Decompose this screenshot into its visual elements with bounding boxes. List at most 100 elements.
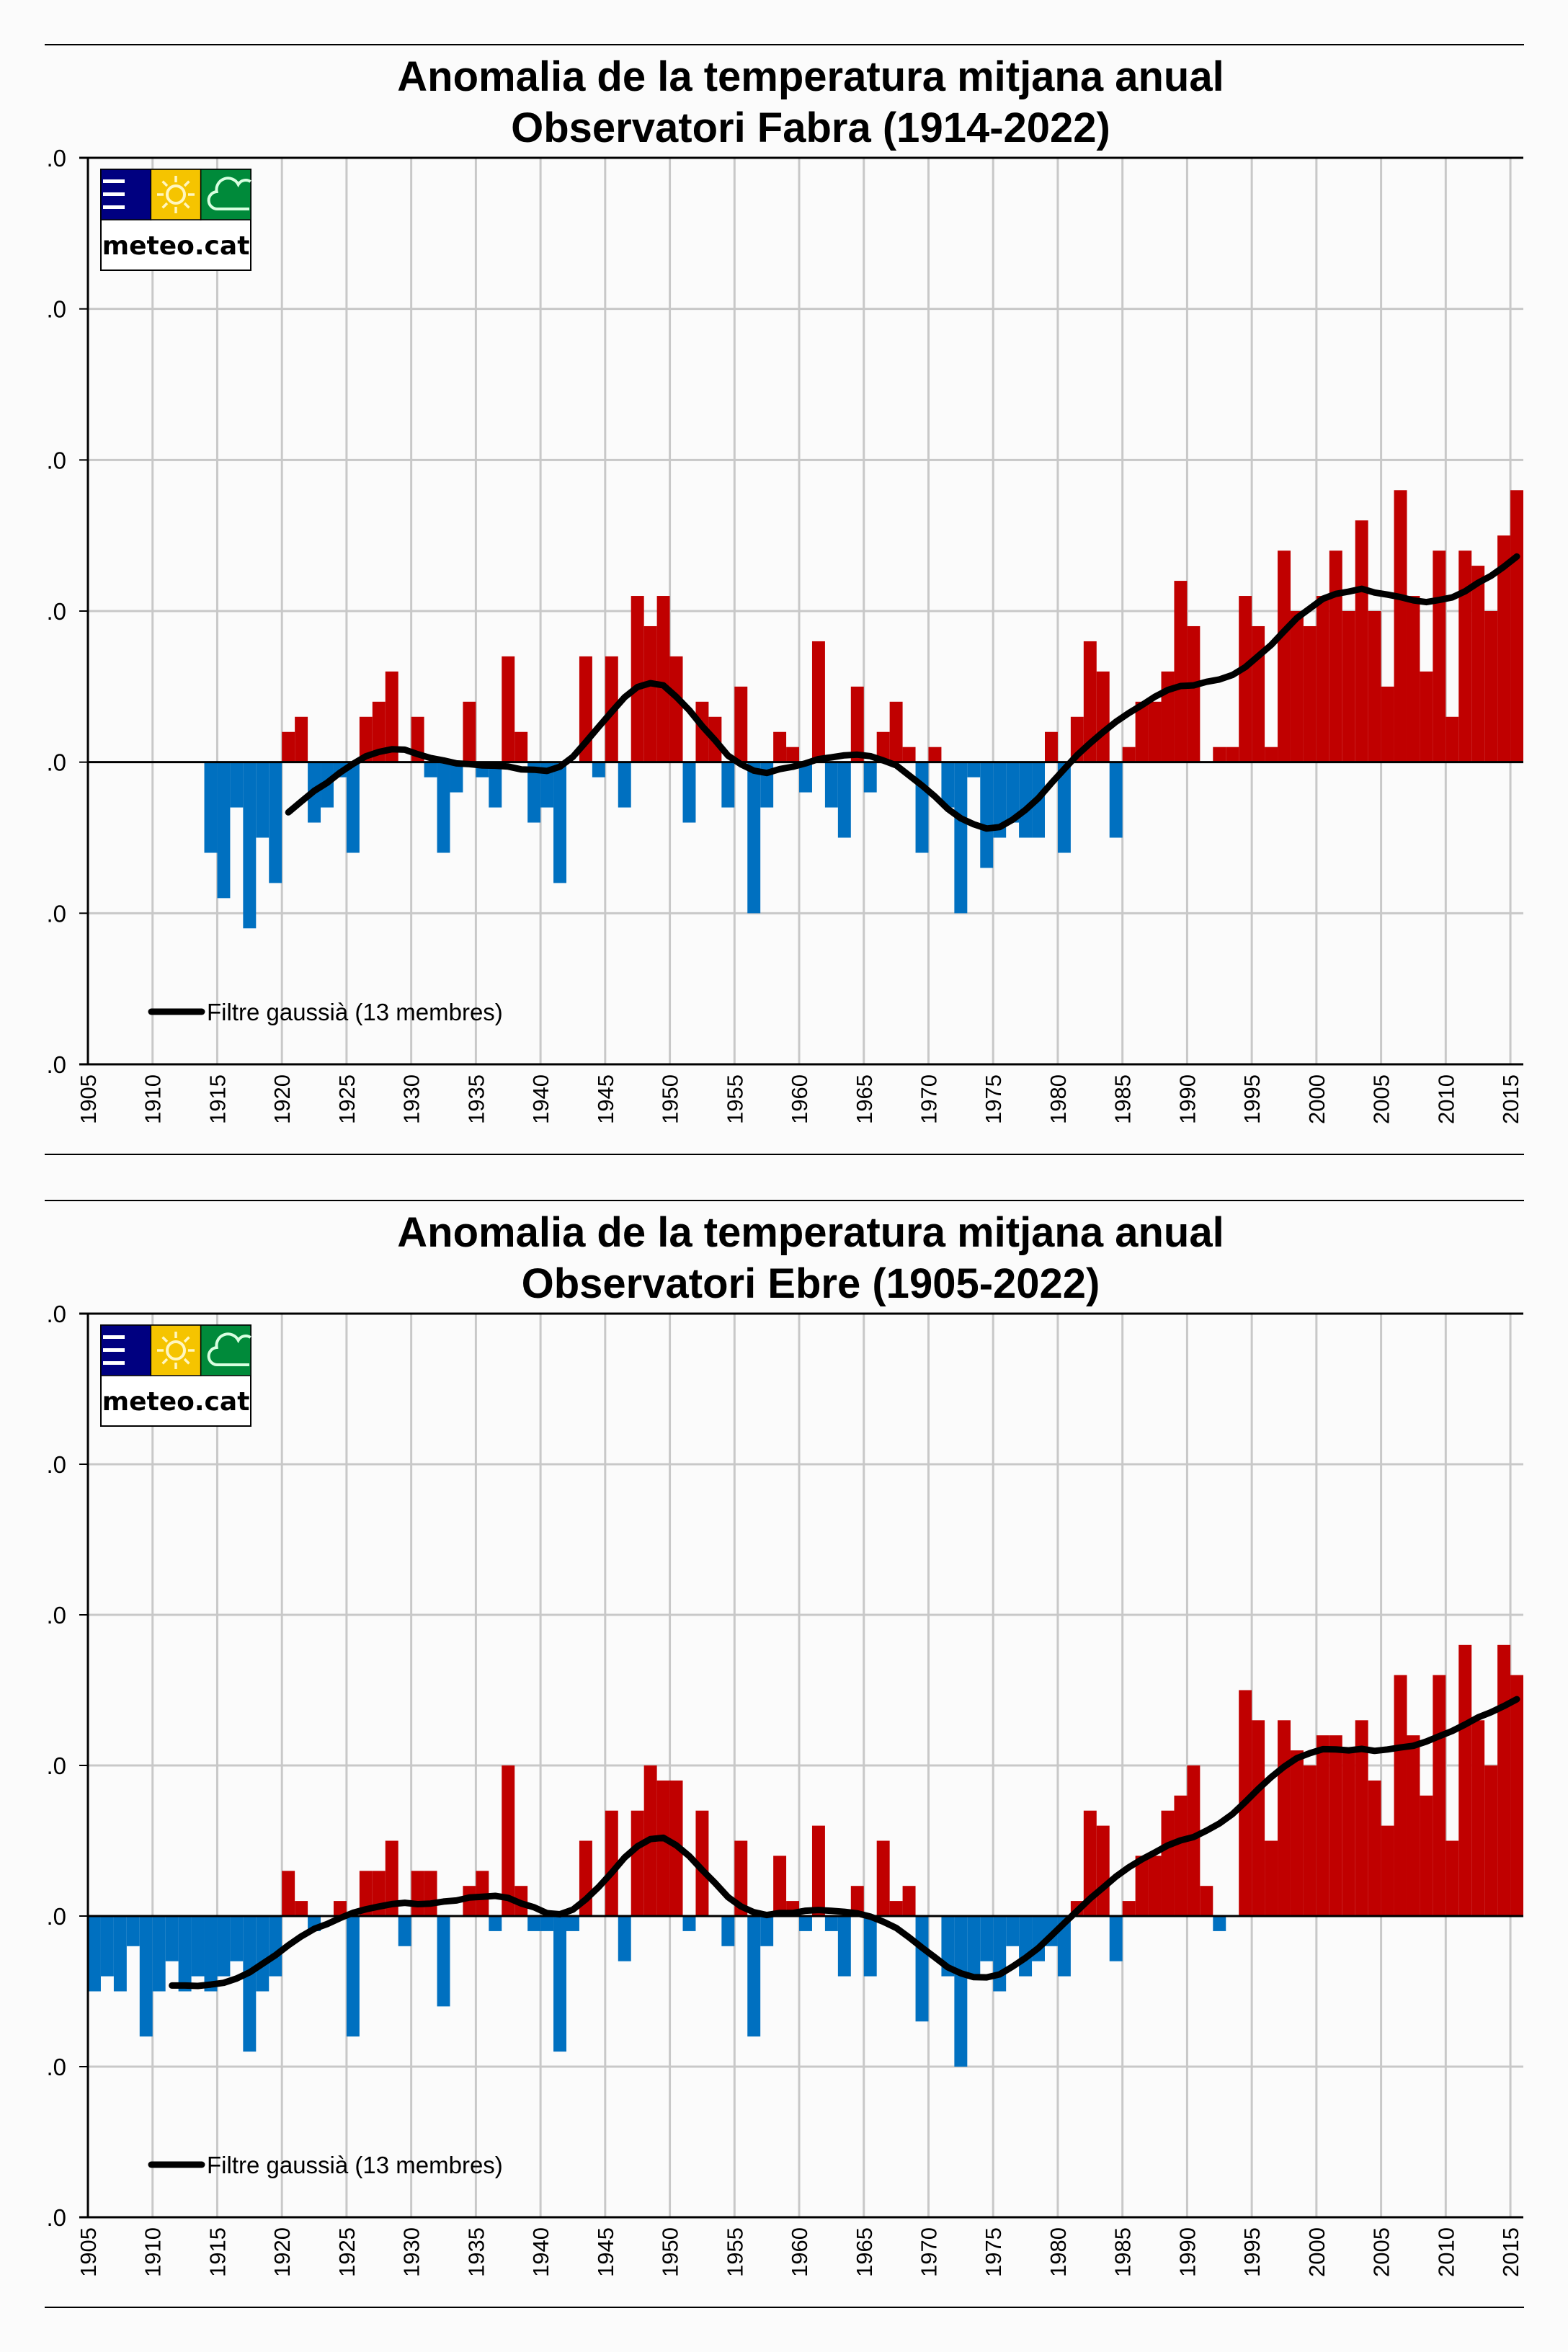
bar-positive (502, 1765, 515, 1916)
y-tick-label: .0 (46, 2204, 66, 2231)
bar-positive (631, 1810, 644, 1916)
bar-negative (566, 1916, 579, 1931)
bar-negative (682, 1916, 696, 1931)
bar-negative (799, 1916, 812, 1931)
x-tick-label: 1920 (270, 2227, 295, 2277)
y-tick-label: .0 (46, 447, 66, 473)
bar-negative (941, 762, 955, 808)
chart-title-line-2: Observatori Ebre (1905-2022) (522, 1260, 1100, 1307)
x-tick-label: 1950 (658, 2227, 683, 2277)
bar-positive (1187, 1765, 1200, 1916)
bar-negative (100, 1916, 114, 1977)
bar-negative (954, 1916, 968, 2067)
bar-positive (1407, 596, 1420, 762)
bar-positive (1355, 520, 1368, 762)
x-tick-label: 1930 (399, 1074, 424, 1124)
bar-positive (1510, 490, 1523, 762)
wave-line (103, 1348, 125, 1352)
bar-positive (1135, 701, 1149, 762)
chart-title-line-1: Anomalia de la temperatura mitjana anual (397, 1209, 1224, 1256)
bar-negative (243, 762, 257, 929)
bar-negative (863, 762, 877, 793)
x-tick-label: 1965 (852, 1074, 877, 1124)
bar-negative (592, 762, 605, 778)
bar-negative (1006, 762, 1020, 823)
bar-positive (1122, 1901, 1136, 1916)
bar-negative (837, 762, 851, 838)
x-tick-label: 1940 (528, 1074, 553, 1124)
x-tick-label: 1960 (787, 1074, 812, 1124)
bar-negative (721, 762, 735, 808)
bar-positive (1161, 671, 1175, 762)
x-tick-label: 1975 (981, 2227, 1006, 2277)
x-tick-label: 1930 (399, 2227, 424, 2277)
bar-positive (1161, 1810, 1175, 1916)
x-tick-label: 1955 (722, 2227, 747, 2277)
plot-area: 1905 1910 1915 1920 1925 1930 1935 1940 1945 1950… (46, 1301, 1523, 2277)
bar-negative (954, 762, 968, 914)
bar-negative (1057, 762, 1071, 853)
bar-positive (811, 1825, 825, 1916)
bar-positive (1083, 1810, 1097, 1916)
bar-positive (1394, 1675, 1407, 1916)
bar-positive (1381, 1825, 1394, 1916)
bar-positive (669, 656, 683, 762)
bar-negative (1213, 1916, 1226, 1931)
bar-negative (88, 1916, 101, 1992)
bar-positive (295, 716, 308, 762)
bar-negative (837, 1916, 851, 1977)
bar-positive (1368, 611, 1381, 762)
bar-positive (1484, 1765, 1498, 1916)
chart-fabra: Anomalia de la temperatura mitjana anual… (45, 44, 1524, 1155)
wave-line (103, 1361, 125, 1365)
bar-positive (1458, 551, 1472, 762)
bar-positive (1265, 1840, 1278, 1916)
bar-positive (295, 1901, 308, 1916)
bar-positive (1148, 701, 1162, 762)
x-tick-label: 2005 (1369, 2227, 1394, 2277)
x-tick-label: 1925 (334, 2227, 360, 2277)
bar-negative (346, 762, 360, 853)
x-tick-label: 1950 (658, 1074, 683, 1124)
bar-positive (1433, 1675, 1446, 1916)
bar-negative (799, 762, 812, 793)
meteocat-logo: meteo.cat (100, 1324, 251, 1427)
bar-negative (527, 1916, 541, 1931)
x-tick-label: 1945 (593, 2227, 618, 2277)
bar-positive (1096, 671, 1110, 762)
bar-positive (1200, 1886, 1213, 1916)
bar-negative (191, 1916, 205, 1977)
plot-area: 1905 1910 1915 1920 1925 1930 1935 1940 1945 1950… (46, 145, 1523, 1124)
bar-negative (178, 1916, 192, 1992)
bar-positive (1471, 1720, 1485, 1916)
bar-positive (1290, 1750, 1304, 1916)
bar-negative (553, 1916, 566, 2052)
bar-negative (256, 762, 270, 838)
bar-positive (333, 1901, 347, 1916)
bar-positive (734, 686, 748, 762)
bar-positive (1446, 1840, 1459, 1916)
sun-ray (161, 180, 169, 187)
bar-negative (618, 762, 631, 808)
x-tick-label: 1960 (787, 2227, 812, 2277)
bar-positive (1471, 566, 1485, 762)
x-tick-label: 1910 (141, 1074, 166, 1124)
bar-negative (824, 762, 838, 808)
bar-positive (1316, 596, 1329, 762)
bar-positive (1342, 611, 1355, 762)
x-tick-label: 1920 (270, 1074, 295, 1124)
y-tick-label: .0 (46, 1451, 66, 1478)
bar-positive (1252, 1720, 1265, 1916)
x-tick-label: 1980 (1046, 2227, 1071, 2277)
bar-positive (1278, 1720, 1291, 1916)
bar-positive (1329, 1735, 1342, 1916)
bar-positive (1458, 1644, 1472, 1916)
bar-negative (217, 762, 231, 899)
bar-positive (1213, 747, 1226, 762)
bar-negative (204, 1916, 218, 1992)
bar-negative (747, 762, 761, 914)
bar-negative (243, 1916, 257, 2052)
bar-positive (1083, 641, 1097, 762)
gaussian-filter-line (285, 553, 1520, 832)
logo-wordmark: meteo.cat (102, 231, 250, 261)
